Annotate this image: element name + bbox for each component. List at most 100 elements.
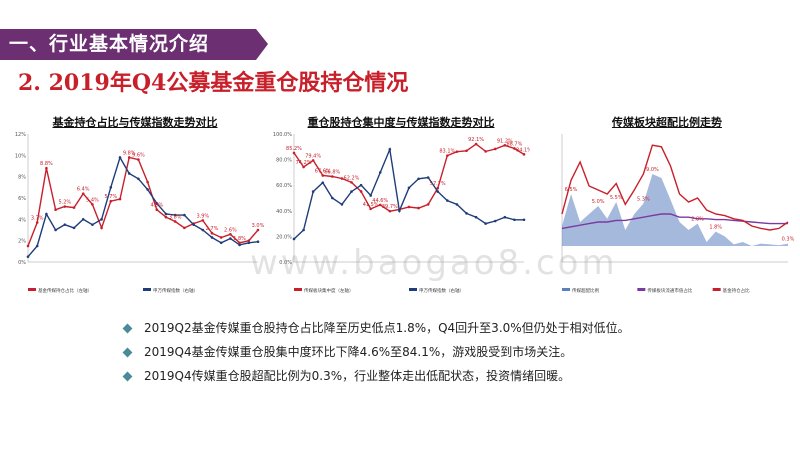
series-line [561,213,788,230]
diamond-bullet-icon [122,371,133,382]
series-point [63,223,67,226]
series-point [91,223,94,226]
series-point [455,203,459,206]
chart-overweight: 传媒板块超配比例走势 6.5% 5.0% 5.5% 5.3% 9.0% 2.8% 1.8% 0… [540,114,794,300]
series-point [164,215,168,219]
chart-holding-ratio: 基金持仓占比与传媒指数走势对比 0% 2% 4% 6% 8% 10% 12% 3.7% 8.8%… [6,114,264,300]
series-point [474,142,478,146]
series-point [118,197,122,201]
series-point [503,143,507,147]
data-label: 8.8% [40,161,53,167]
series-point [91,203,94,206]
series-point [72,206,76,209]
series-point [522,218,526,222]
data-label: 5.7% [104,194,117,200]
series-point [256,240,260,244]
legend-label: 传媒板块流通市值占比 [647,287,692,294]
data-label: 5.5% [610,195,623,201]
y-tick-label: 0% [18,260,26,266]
series-point [321,174,325,177]
series-point [340,177,344,180]
series-point [292,151,296,155]
series-point [321,181,325,184]
series-point [238,241,241,245]
series-point [446,199,449,202]
data-label: 2.8% [691,217,704,223]
series-point [359,190,363,193]
series-line [27,155,259,258]
series-point [45,166,48,170]
legend-swatch [143,288,151,291]
data-label: 2.7% [206,226,219,232]
data-label: 6.4% [77,187,90,193]
series-point [446,154,449,157]
series-point [465,149,468,153]
series-point [350,181,353,184]
series-point [26,255,30,258]
series-point [201,219,205,222]
data-label: 0.3% [782,237,794,243]
series-point [54,228,57,232]
data-label: 85.2% [286,146,302,152]
series-point [503,215,507,219]
data-label: 3.9% [196,213,209,219]
series-point [247,241,251,245]
chart-title: 传媒板块超配比例走势 [612,116,722,129]
y-tick-label: 10% [15,153,26,159]
y-tick-label: 100.0% [273,132,292,138]
series-point [155,202,159,205]
series-point [164,212,168,216]
series-point [219,241,223,245]
series-point [426,203,430,206]
series-point [378,203,382,207]
series-point [137,158,140,161]
series-point [173,220,177,223]
series-point [311,190,315,193]
diamond-bullet-icon [122,323,133,334]
chart-title: 重仓股持仓集中度与传媒指数走势对比 [307,116,495,129]
series-point [35,221,39,224]
series-line [293,143,525,212]
series-point [398,209,401,213]
series-line [561,144,789,231]
bullet-item: 2019Q2基金传媒重仓股持仓占比降至历史低点1.8%，Q4回升至3.0%但仍处… [122,316,630,340]
section-banner: 一、行业基本情况介绍 [0,29,268,60]
data-label: 83.1% [439,149,455,155]
series-point [35,244,39,248]
legend-swatch [562,288,570,291]
series-point [137,177,140,181]
series-point [388,209,392,213]
series-point [183,213,186,217]
series-point [201,228,205,232]
series-point [81,218,85,221]
chart-holding-ratio-plot: 0% 2% 4% 6% 8% 10% 12% 3.7% 8.8% 5.2% 6.4% 5.4% 5.7%… [15,132,264,294]
page-title: 2. 2019年Q4公募基金重仓股持仓情况 [18,70,409,96]
series-point [407,205,411,209]
y-tick-label: 2% [18,239,26,245]
series-point [436,190,440,193]
data-label: 5.3% [637,197,650,203]
series-point [513,218,516,222]
data-label: 5.4% [86,197,99,203]
bullet-item: 2019Q4基金传媒重仓股集中度环比下降4.6%至84.1%，游戏股受到市场关注… [122,340,630,364]
data-label: 57.7% [430,181,446,187]
series-point [26,244,30,248]
data-label: 62.2% [344,175,360,181]
chart-concentration: 重仓股持仓集中度与传媒指数走势对比 0.0% 20.0% 40.0% 60.0% 80.… [272,114,530,300]
series-point [247,239,251,242]
legend-label: 传媒板块集中度（左轴） [304,287,354,294]
bullet-text: 2019Q2基金传媒重仓股持仓占比降至历史低点1.8%，Q4回升至3.0%但仍处… [144,321,630,335]
y-tick-label: 12% [15,132,26,138]
series-point [407,186,411,190]
chart-overweight-plot: 6.5% 5.0% 5.5% 5.3% 9.0% 2.8% 1.8% 0.3% 传媒超配比例 传媒… [561,134,794,294]
legend-label: 申万传媒指数（右轴） [419,287,464,294]
data-label: 5.2% [58,200,71,206]
series-point [173,213,177,217]
series-point [426,176,430,179]
series-point [331,196,334,200]
legend-swatch [712,288,721,291]
legend-swatch [637,288,646,291]
series-point [455,150,459,153]
series-point [63,205,67,208]
series-point [54,208,57,212]
